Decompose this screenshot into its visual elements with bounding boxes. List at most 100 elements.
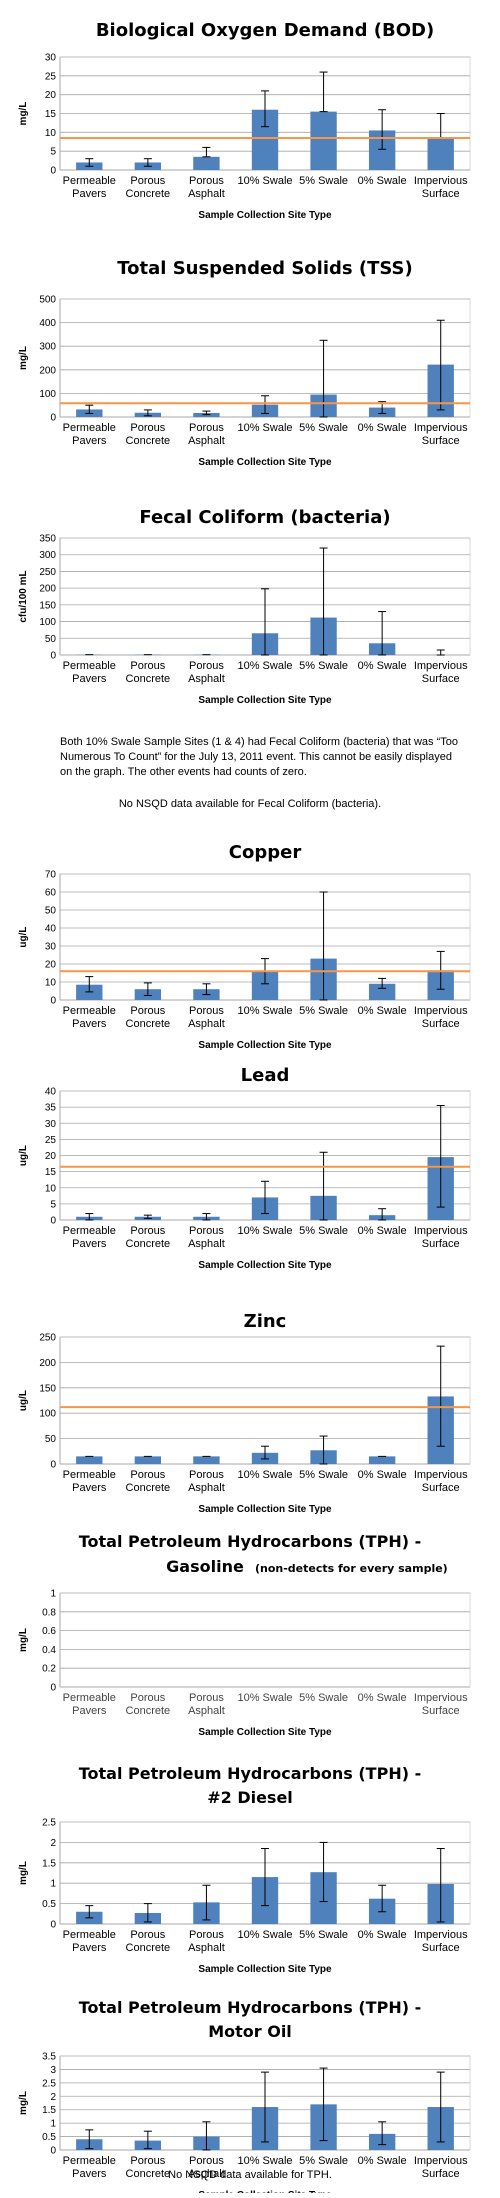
chart-1-ytick-5: 500 — [39, 295, 56, 306]
chart-2-ytick-4: 200 — [39, 584, 56, 595]
chart-2-ytick-3: 150 — [39, 600, 56, 611]
chart-5-xtick-1: Porous — [130, 1469, 165, 1481]
chart-4-ytick-5: 25 — [45, 1135, 57, 1146]
chart-7-xtick-5: 0% Swale — [358, 1929, 407, 1941]
chart-6-subtitle: (non-detects for every sample) — [255, 1562, 448, 1575]
chart-7-xtick-4: 5% Swale — [299, 1929, 348, 1941]
chart-3-xtick-1: Porous — [130, 1005, 165, 1017]
chart-5-xtick-6: Impervious — [414, 1469, 468, 1481]
chart-7-xtick-3: 10% Swale — [237, 1929, 292, 1941]
chart-4-xtick-2-line2: Asphalt — [188, 1238, 225, 1250]
chart-0-bar-4 — [310, 112, 336, 170]
chart-0-ytick-4: 20 — [45, 90, 57, 101]
chart-3-xtick-0-line2: Pavers — [72, 1018, 107, 1030]
chart-0-bar-6 — [428, 138, 454, 170]
chart-0-xtick-2: Porous — [189, 175, 224, 187]
chart-6-ytick-2: 0.4 — [42, 1645, 56, 1656]
chart-3-xtick-6: Impervious — [414, 1005, 468, 1017]
chart-8-xtick-4: 5% Swale — [299, 2155, 348, 2167]
chart-1-title: Total Suspended Solids (TSS) — [117, 258, 412, 279]
chart-8-xtick-2: Porous — [189, 2155, 224, 2167]
chart-5-plot-frame — [60, 1337, 470, 1464]
chart-8-xtick-5: 0% Swale — [358, 2155, 407, 2167]
chart-3-xtick-0: Permeable — [63, 1005, 116, 1017]
chart-3-xtick-5: 0% Swale — [358, 1005, 407, 1017]
chart-8-ytick-2: 1 — [50, 2119, 56, 2130]
chart-4-xtick-3: 10% Swale — [237, 1225, 292, 1237]
chart-6-xtick-1: Porous — [130, 1692, 165, 1704]
chart-6-xtick-0: Permeable — [63, 1692, 116, 1704]
chart-7-xtick-2: Porous — [189, 1929, 224, 1941]
chart-4-ytick-3: 15 — [45, 1167, 57, 1178]
chart-0-ytick-1: 5 — [50, 147, 56, 158]
chart-7-xtick-0: Permeable — [63, 1929, 116, 1941]
chart-1-ytick-4: 400 — [39, 318, 56, 329]
chart-0-xtick-2-line2: Asphalt — [188, 188, 225, 200]
chart-1-xtick-1-line2: Concrete — [126, 435, 171, 447]
chart-6-xtick-2: Porous — [189, 1692, 224, 1704]
chart-3-ytick-6: 60 — [45, 888, 57, 899]
chart-2-ytick-2: 100 — [39, 617, 56, 628]
chart-7-ylabel: mg/L — [18, 1861, 29, 1885]
chart-8-ylabel: mg/L — [18, 2091, 29, 2115]
chart-8-ytick-4: 2 — [50, 2092, 56, 2103]
chart-8-ytick-7: 3.5 — [42, 2052, 56, 2063]
chart-2-ytick-7: 350 — [39, 534, 56, 545]
chart-5-ytick-5: 250 — [39, 1333, 56, 1344]
chart-5-xtick-2: Porous — [189, 1469, 224, 1481]
chart-7-xtick-1: Porous — [130, 1929, 165, 1941]
chart-0-bar-2 — [193, 157, 219, 170]
chart-5-xtick-0-line2: Pavers — [72, 1482, 107, 1494]
chart-0-xlabel: Sample Collection Site Type — [198, 210, 332, 221]
chart-7-xtick-1-line2: Concrete — [126, 1942, 171, 1954]
chart-4-ytick-6: 30 — [45, 1119, 57, 1130]
chart-6-xtick-6-line2: Surface — [422, 1705, 460, 1717]
chart-2-xtick-1-line2: Concrete — [126, 673, 171, 685]
chart-6-xtick-6: Impervious — [414, 1692, 468, 1704]
chart-7-ytick-4: 2 — [50, 1838, 56, 1849]
chart-2-ytick-6: 300 — [39, 550, 56, 561]
chart-6-title-line2: Gasoline — [166, 1557, 244, 1576]
chart-5-xtick-4: 5% Swale — [299, 1469, 348, 1481]
chart-1-xtick-2: Porous — [189, 422, 224, 434]
chart-3-xlabel: Sample Collection Site Type — [198, 1040, 332, 1051]
chart-0-ytick-2: 10 — [45, 128, 57, 139]
chart-3-title: Copper — [229, 842, 302, 863]
chart-6-ytick-0: 0 — [50, 1683, 56, 1694]
chart-7-ytick-1: 0.5 — [42, 1899, 56, 1910]
chart-3-ytick-1: 10 — [45, 978, 57, 989]
chart-1-ytick-3: 300 — [39, 342, 56, 353]
chart-5-bar-5 — [369, 1456, 395, 1464]
chart-5-bar-0 — [76, 1456, 102, 1464]
chart-6-xtick-0-line2: Pavers — [72, 1705, 107, 1717]
chart-2-xtick-5: 0% Swale — [358, 660, 407, 672]
chart-7-xtick-0-line2: Pavers — [72, 1942, 107, 1954]
chart-4-xtick-0: Permeable — [63, 1225, 116, 1237]
chart-2-ylabel: cfu/100 mL — [18, 570, 29, 622]
chart-6-plot-frame — [60, 1593, 470, 1687]
chart-1-xtick-3: 10% Swale — [237, 422, 292, 434]
chart-6-ytick-5: 1 — [50, 1589, 56, 1600]
chart-7-title: Total Petroleum Hydrocarbons (TPH) - — [79, 1764, 421, 1783]
chart-1-xlabel: Sample Collection Site Type — [198, 457, 332, 468]
chart-1-xtick-2-line2: Asphalt — [188, 435, 225, 447]
chart-2-xtick-2-line2: Asphalt — [188, 673, 225, 685]
chart-0-ytick-5: 25 — [45, 71, 57, 82]
chart-0-xtick-6-line2: Surface — [422, 188, 460, 200]
fecal-nsqd-note: No NSQD data available for Fecal Colifor… — [0, 798, 500, 810]
chart-0-ylabel: mg/L — [18, 102, 29, 126]
chart-5-bar-2 — [193, 1456, 219, 1464]
chart-3-xtick-1-line2: Concrete — [126, 1018, 171, 1030]
chart-8-ytick-6: 3 — [50, 2065, 56, 2076]
chart-4-xtick-4: 5% Swale — [299, 1225, 348, 1237]
chart-4-ytick-2: 10 — [45, 1183, 57, 1194]
chart-1-xtick-0-line2: Pavers — [72, 435, 107, 447]
chart-3-xtick-2-line2: Asphalt — [188, 1018, 225, 1030]
chart-7-ytick-3: 1.5 — [42, 1858, 56, 1869]
chart-0-xtick-4: 5% Swale — [299, 175, 348, 187]
chart-6-xlabel: Sample Collection Site Type — [198, 1727, 332, 1738]
chart-6-xtick-3: 10% Swale — [237, 1692, 292, 1704]
chart-0-ytick-0: 0 — [50, 166, 56, 177]
chart-8-ytick-3: 1.5 — [42, 2105, 56, 2116]
chart-0-xtick-0: Permeable — [63, 175, 116, 187]
